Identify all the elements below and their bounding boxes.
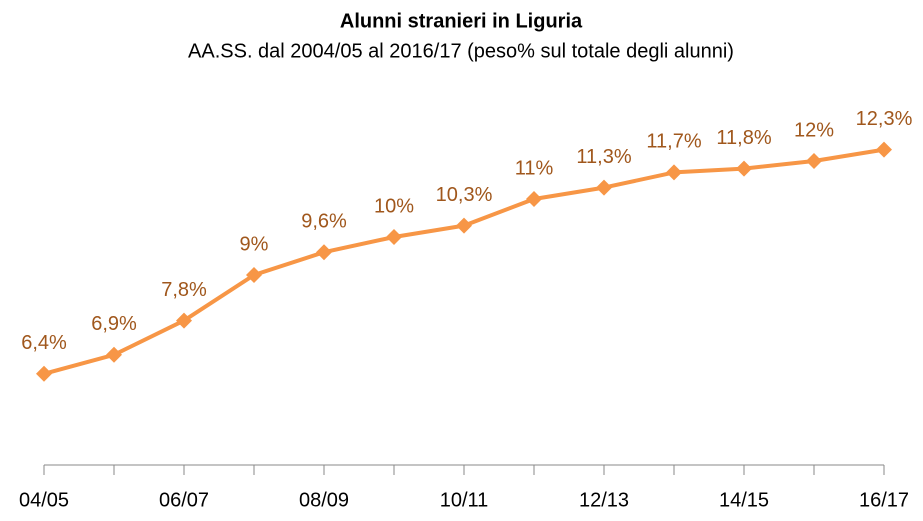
x-tick-label: 10/11 <box>440 489 489 511</box>
marker <box>666 164 682 181</box>
marker <box>596 179 612 196</box>
data-label: 6,9% <box>91 313 137 335</box>
x-tick-label: 16/17 <box>859 489 909 511</box>
data-label: 10% <box>374 195 414 217</box>
marker <box>456 217 472 234</box>
marker <box>876 141 892 158</box>
marker <box>176 312 192 329</box>
x-tick-label: 08/09 <box>299 489 349 511</box>
data-label: 6,4% <box>21 332 67 354</box>
data-label: 11,3% <box>576 146 631 168</box>
marker <box>316 244 332 261</box>
data-label: 10,3% <box>436 184 493 206</box>
marker <box>106 346 122 363</box>
x-tick-label: 12/13 <box>579 489 629 511</box>
data-label: 12,3% <box>856 108 913 130</box>
data-label: 7,8% <box>161 279 207 301</box>
marker <box>736 160 752 177</box>
x-tick-label: 14/15 <box>719 489 769 511</box>
data-label: 11,8% <box>716 127 771 149</box>
data-label: 12% <box>794 119 834 141</box>
data-label: 11,7% <box>646 131 701 153</box>
chart-subtitle: AA.SS. dal 2004/05 al 2016/17 (peso% sul… <box>188 40 734 62</box>
marker <box>36 365 52 382</box>
chart-title: Alunni stranieri in Liguria <box>340 10 583 32</box>
data-label: 9% <box>240 233 269 255</box>
marker <box>806 153 822 169</box>
data-label: 11% <box>515 157 554 179</box>
x-tick-label: 06/07 <box>159 489 209 511</box>
data-label: 9,6% <box>301 210 347 232</box>
marker <box>386 229 402 245</box>
marker <box>246 267 262 283</box>
x-tick-label: 04/05 <box>19 489 69 511</box>
marker <box>526 191 542 207</box>
